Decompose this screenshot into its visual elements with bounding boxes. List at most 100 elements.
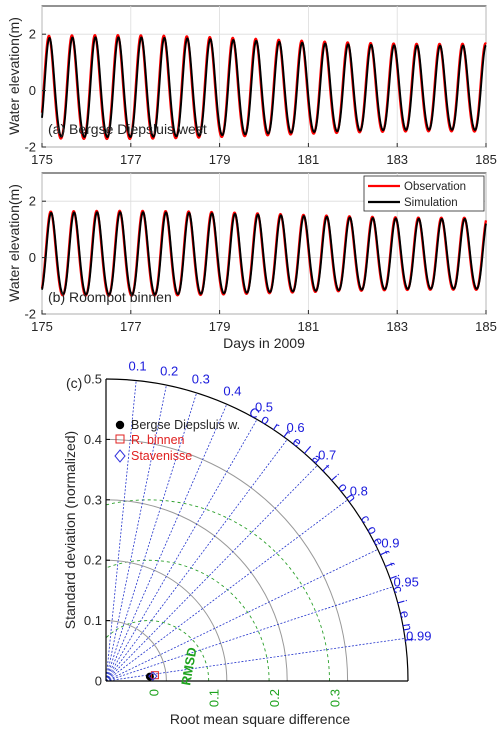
panel-a: 2 0 -2 175 177 179 181 183 185 (a) Bergse Dieps… [6, 5, 497, 167]
x-tick-label: 177 [120, 152, 142, 167]
correlation-title-char: f [382, 560, 397, 569]
std-tick-label: 0.2 [84, 553, 102, 568]
y-tick-label: 0 [29, 250, 36, 265]
rmsd-arc [106, 499, 330, 681]
y-tick-label: -2 [24, 140, 36, 155]
std-arc [105, 559, 228, 682]
correlation-title-char: n [400, 622, 416, 632]
correlation-title-char: l [301, 443, 313, 456]
panel-a-ylabel: Water elevation(m) [6, 17, 22, 135]
x-tick-label: 175 [31, 319, 53, 334]
correlation-tick-label: 0.4 [223, 383, 241, 398]
std-tick-label: 0.3 [84, 492, 102, 507]
rmsd-tick-label: 0 [146, 689, 161, 696]
panel-b-xlabel: Days in 2009 [223, 335, 305, 351]
correlation-title-char: i [394, 598, 409, 605]
correlation-title-char: i [387, 573, 402, 581]
correlation-tick-label: 0.3 [192, 372, 210, 387]
correlation-tick-label: 0.2 [160, 363, 178, 378]
correlation-tick-label: 0.8 [350, 483, 368, 498]
panel-c-ylabel: Standard deviation (normalized) [62, 431, 78, 629]
std-tick-label: 0 [95, 674, 102, 689]
panel-b-lines [40, 209, 488, 297]
std-arcs [105, 438, 349, 682]
panel-a-lines [40, 33, 487, 141]
y-tick-label: -2 [24, 307, 36, 322]
rmsd-arcs [106, 499, 330, 681]
correlation-tick-label: 0.5 [255, 399, 273, 414]
std-arc [105, 438, 349, 682]
taylor-legend-entry-rbinnen: R. binnen [131, 433, 185, 447]
correlation-ray [105, 465, 318, 682]
series-line-simulation [41, 36, 487, 139]
correlation-title-char: t [320, 461, 334, 474]
panel-b-y-ticks: 2 0 -2 [24, 194, 46, 322]
x-tick-label: 175 [31, 152, 53, 167]
std-tick-label: 0.1 [84, 613, 102, 628]
x-tick-label: 177 [120, 319, 142, 334]
taylor-legend-marker-bergse [115, 420, 125, 430]
panel-c-xlabel: Root mean square difference [170, 711, 351, 727]
std-arc [105, 499, 288, 682]
panel-b-label: (b) Roompot binnen [48, 289, 172, 305]
legend: Observation Simulation [363, 175, 485, 212]
correlation-tick-label: 0.9 [381, 535, 399, 550]
outer-arc [105, 378, 409, 682]
rmsd-arc-label: RMSD [178, 646, 199, 686]
std-arc [105, 620, 167, 682]
legend-box [363, 175, 485, 212]
taylor-point-stavenisse [148, 671, 158, 681]
panel-c: (c) 0.1 0.20.30.40.50.60.70.80.90.950.99 … [62, 359, 432, 727]
std-tick-labels: 0 0.1 0.2 0.3 0.4 0.5 [84, 372, 110, 689]
panel-b: 2 0 -2 175 177 179 181 183 185 (b) Roompot binn… [6, 172, 497, 351]
taylor-legend: Bergse Diepsluis w. R. binnen Stavenisse [114, 418, 240, 463]
series-line-simulation [41, 211, 487, 296]
panel-b-ylabel: Water elevation(m) [6, 184, 22, 302]
correlation-tick-label: 0.1 [129, 359, 147, 374]
panel-a-label: (a) Bergse Diepsluis west [48, 121, 207, 137]
std-tick-label: 0.5 [84, 372, 102, 387]
x-tick-label: 183 [386, 319, 408, 334]
correlation-ray [105, 586, 394, 682]
rmsd-tick-label: 0.2 [267, 689, 282, 707]
taylor-legend-marker-stavenisse [114, 449, 126, 463]
y-tick-label: 2 [29, 27, 36, 42]
panel-c-label: (c) [66, 375, 82, 391]
taylor-legend-entry-stavenisse: Stavenisse [131, 449, 192, 463]
rmsd-tick-label: 0.1 [207, 689, 222, 707]
x-tick-label: 185 [475, 152, 497, 167]
x-tick-label: 179 [209, 152, 231, 167]
taylor-legend-entry-bergse: Bergse Diepsluis w. [131, 418, 240, 432]
legend-entry-simulation: Simulation [404, 197, 458, 209]
std-tick-label: 0.4 [84, 432, 102, 447]
correlation-tick-label: 0.7 [318, 447, 336, 462]
correlation-title-char: i [328, 471, 341, 483]
correlation-title-char: n [343, 490, 359, 505]
x-tick-label: 181 [298, 152, 320, 167]
panel-a-y-ticks: 2 0 -2 [24, 27, 46, 155]
y-tick-label: 0 [29, 83, 36, 98]
panel-a-grid [41, 6, 487, 148]
correlation-title-char: o [364, 523, 381, 537]
rmsd-tick-labels: 0 0.1 0.2 0.3 [146, 689, 342, 707]
taylor-points [145, 671, 159, 681]
correlation-title-char: f [377, 548, 392, 558]
correlation-tick-labels: 0.1 0.2 0.3 0.4 0.5 0.6 0.7 0.8 0.9 0.95 0.99 [129, 359, 432, 644]
correlation-title-char: e [397, 609, 413, 619]
correlation-title-char: c [390, 584, 406, 595]
y-tick-label: 2 [29, 194, 36, 209]
correlation-ray [105, 499, 348, 682]
correlation-title-char: e [290, 434, 305, 450]
panel-a-x-ticks: 175 177 179 181 183 185 [31, 143, 497, 167]
x-tick-label: 179 [209, 319, 231, 334]
x-tick-label: 181 [298, 319, 320, 334]
correlation-tick-label: 0.95 [394, 574, 419, 589]
legend-entry-observation: Observation [404, 181, 466, 193]
x-tick-label: 185 [475, 319, 497, 334]
x-tick-label: 183 [386, 152, 408, 167]
taylor-frame [105, 378, 409, 682]
correlation-title-char: t [402, 637, 417, 643]
rmsd-tick-label: 0.3 [328, 689, 343, 707]
panel-b-x-ticks: 175 177 179 181 183 185 [31, 310, 497, 334]
